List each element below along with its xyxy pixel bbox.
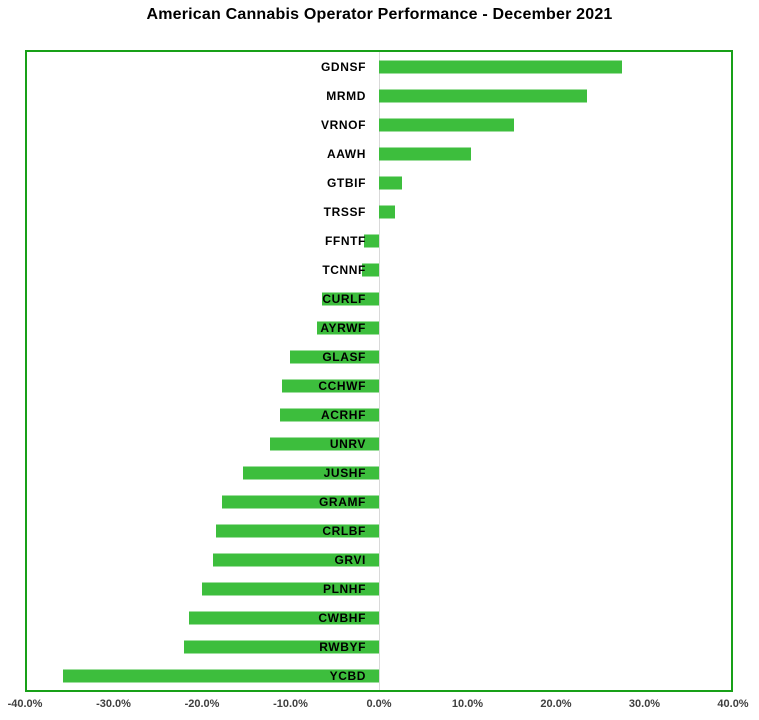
bar-gtbif — [379, 176, 402, 189]
ticker-label: GLASF — [322, 349, 366, 364]
chart-row: AAWH — [27, 139, 731, 168]
ticker-label: GTBIF — [327, 175, 366, 190]
chart-row: CRLBF — [27, 516, 731, 545]
ticker-label: RWBYF — [319, 639, 366, 654]
x-axis-tick-label: -20.0% — [184, 698, 220, 710]
bar-ffntf — [364, 234, 379, 247]
chart-row: MRMD — [27, 81, 731, 110]
chart-row: VRNOF — [27, 110, 731, 139]
chart-row: AYRWF — [27, 313, 731, 342]
ticker-label: YCBD — [329, 668, 366, 683]
bar-curlf — [321, 292, 379, 305]
ticker-label: ACRHF — [321, 407, 366, 422]
chart-row: GTBIF — [27, 168, 731, 197]
chart-row: CCHWF — [27, 371, 731, 400]
ticker-label: CURLF — [322, 291, 366, 306]
chart-row: GRAMF — [27, 487, 731, 516]
bar-jushf — [243, 466, 379, 479]
ticker-label: FFNTF — [325, 233, 366, 248]
ticker-label: GDNSF — [321, 59, 366, 74]
chart-row: GRVI — [27, 545, 731, 574]
chart-title: American Cannabis Operator Performance -… — [146, 6, 613, 23]
x-axis-tick-label: 20.0% — [540, 698, 572, 710]
chart-row: UNRV — [27, 429, 731, 458]
x-axis-tick-label: 30.0% — [628, 698, 661, 710]
bar-rows: GDNSF MRMD VRNOF AAWH GTBIF TRSSF FFNTF TCNNF CU… — [27, 52, 731, 690]
ticker-label: VRNOF — [321, 117, 366, 132]
ticker-label: CWBHF — [318, 610, 366, 625]
chart-row: GDNSF — [27, 52, 731, 81]
chart-row: GLASF — [27, 342, 731, 371]
bar-cchwf — [282, 379, 379, 392]
bar-grvi — [212, 553, 379, 566]
bar-glasf — [290, 350, 379, 363]
ticker-label: CCHWF — [318, 378, 366, 393]
chart-row: JUSHF — [27, 458, 731, 487]
ticker-label: GRVI — [334, 552, 366, 567]
ticker-label: UNRV — [329, 436, 366, 451]
chart-row: FFNTF — [27, 226, 731, 255]
chart-row: YCBD — [27, 661, 731, 690]
ticker-label: AYRWF — [320, 320, 366, 335]
ticker-label: CRLBF — [322, 523, 366, 538]
bar-cwbhf — [188, 611, 379, 624]
bar-gramf — [222, 495, 379, 508]
bar-rwbyf — [183, 640, 379, 653]
chart-row: TCNNF — [27, 255, 731, 284]
bar-ycbd — [63, 669, 379, 682]
bar-aawh — [379, 147, 471, 160]
plot-area: GDNSF MRMD VRNOF AAWH GTBIF TRSSF FFNTF TCNNF CU… — [25, 50, 733, 692]
chart-row: RWBYF — [27, 632, 731, 661]
x-axis-tick-label: 0.0% — [366, 698, 392, 710]
x-axis: -40.0% -30.0% -20.0% -10.0% 0.0% 10.0% 20.0% 30… — [8, 698, 749, 714]
bar-vrnof — [379, 118, 514, 131]
ticker-label: PLNHF — [323, 581, 366, 596]
ticker-label: TRSSF — [323, 204, 366, 219]
bar-trssf — [379, 205, 395, 218]
x-axis-tick-label: -40.0% — [7, 698, 43, 710]
chart-row: TRSSF — [27, 197, 731, 226]
ticker-label: JUSHF — [323, 465, 366, 480]
chart-row: CWBHF — [27, 603, 731, 632]
bar-crlbf — [216, 524, 379, 537]
bar-tcnnf — [362, 263, 379, 276]
x-axis-tick-label: -30.0% — [96, 698, 131, 710]
ticker-label: GRAMF — [319, 494, 366, 509]
bar-ayrwf — [316, 321, 379, 334]
bar-gdnsf — [379, 60, 622, 73]
chart-row: ACRHF — [27, 400, 731, 429]
bar-unrv — [269, 437, 379, 450]
bar-plnhf — [202, 582, 379, 595]
zero-axis-line — [379, 52, 380, 690]
x-axis-tick-label: -10.0% — [273, 698, 308, 710]
chart-row: PLNHF — [27, 574, 731, 603]
ticker-label: AAWH — [326, 146, 366, 161]
ticker-label: MRMD — [326, 88, 366, 103]
chart-row: CURLF — [27, 284, 731, 313]
x-axis-tick-label: 40.0% — [717, 698, 749, 710]
x-axis-tick-label: 10.0% — [451, 698, 484, 710]
ticker-label: TCNNF — [322, 262, 366, 277]
bar-mrmd — [379, 89, 587, 102]
bar-acrhf — [280, 408, 379, 421]
